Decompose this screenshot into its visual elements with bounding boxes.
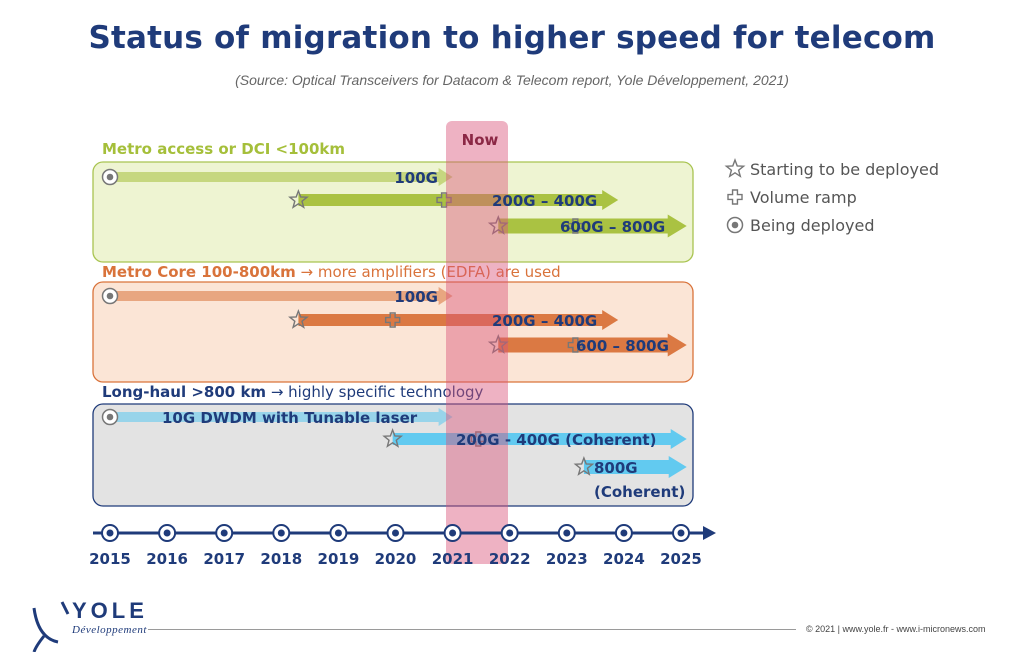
marker-volume-long-haul-1-1 [470, 431, 486, 447]
page-title: Status of migration to higher speed for … [88, 20, 936, 56]
marker-volume-metro-access-2-1 [567, 218, 584, 234]
section-title-long-haul: Long-haul >800 km → highly specific tech… [102, 383, 484, 401]
legend: Starting to be deployed Volume ramp Bein… [724, 157, 939, 235]
timeline-node-dot-2017 [220, 529, 228, 537]
timeline-node-dot-2019 [334, 529, 342, 537]
section-title-metro-access: Metro access or DCI <100km [102, 140, 345, 158]
arrow-long-haul-1 [392, 429, 687, 449]
footer-copyright: © 2021 | www.yole.fr - www.i-micronews.c… [806, 624, 986, 634]
legend-star-icon [724, 157, 746, 178]
marker-volume-metro-access-1-1 [436, 192, 452, 208]
year-label-2015: 2015 [89, 550, 131, 568]
row-label2-long-haul-2: (Coherent) [594, 483, 685, 501]
arrow-long-haul-2 [583, 456, 687, 478]
section-box-metro-access [92, 161, 694, 263]
timeline-node-dot-2020 [392, 529, 399, 537]
source-citation: (Source: Optical Transceivers for Dataco… [235, 72, 789, 88]
timeline-node-dot-2018 [277, 529, 285, 537]
yole-logo-mark [32, 601, 70, 652]
section-box-metro-core [92, 281, 694, 383]
marker-starting-metro-access-1-0 [288, 189, 309, 209]
logo-subtitle: Développement [72, 624, 147, 636]
year-label-2025: 2025 [660, 550, 702, 568]
row-label-metro-access-1: 200G – 400G [492, 192, 597, 210]
arrow-metro-access-1 [298, 190, 619, 210]
year-label-2024: 2024 [603, 550, 645, 568]
footer-divider [148, 629, 796, 630]
yole-logo[interactable]: YOLE Développement [28, 598, 148, 652]
row-label-long-haul-1: 200G - 400G (Coherent) [456, 431, 656, 449]
marker-volume-metro-core-2-1 [567, 337, 584, 353]
section-box-long-haul [92, 403, 694, 507]
row-label-metro-core-0: 100G [394, 288, 438, 306]
year-label-2021: 2021 [432, 550, 474, 568]
year-label-2016: 2016 [146, 550, 188, 568]
row-label-metro-core-1: 200G – 400G [492, 312, 597, 330]
timeline-node-dot-2015 [106, 529, 114, 537]
marker-starting-long-haul-2-0 [573, 456, 595, 476]
legend-label-being: Being deployed [750, 216, 875, 235]
row-label-metro-core-2: 600 – 800G [576, 337, 669, 355]
marker-being-long-haul-0-0-dot [106, 413, 114, 421]
arrow-long-haul-0 [110, 408, 453, 426]
timeline-arrowhead [703, 526, 716, 540]
logo-wordmark: YOLE [72, 598, 148, 623]
section-title-metro-core: Metro Core 100-800km → more amplifiers (… [102, 263, 561, 281]
timeline-node-dot-2025 [677, 529, 685, 537]
legend-label-starting: Starting to be deployed [750, 160, 939, 179]
arrow-metro-access-2 [498, 214, 687, 238]
marker-volume-metro-core-1-1 [384, 312, 401, 328]
year-label-2022: 2022 [489, 550, 531, 568]
year-label-2018: 2018 [260, 550, 302, 568]
year-label-2019: 2019 [318, 550, 360, 568]
marker-starting-metro-core-1-0 [288, 309, 309, 329]
arrow-metro-access-0 [110, 168, 453, 186]
timeline-node-dot-2016 [163, 529, 171, 537]
legend-label-volume: Volume ramp [750, 188, 857, 207]
arrow-metro-core-1 [298, 310, 619, 330]
now-band [446, 121, 508, 564]
marker-being-metro-core-0-0-dot [106, 292, 114, 300]
year-label-2017: 2017 [203, 550, 245, 568]
timeline-node-dot-2021 [449, 529, 457, 537]
marker-starting-metro-core-2-0 [487, 334, 509, 354]
year-label-2020: 2020 [375, 550, 417, 568]
arrow-metro-core-2 [498, 333, 687, 357]
timeline-node-dot-2024 [620, 529, 628, 537]
marker-being-metro-access-0-0-dot [106, 173, 114, 181]
year-label-2023: 2023 [546, 550, 588, 568]
arrow-metro-core-0 [110, 287, 453, 305]
row-label-long-haul-0: 10G DWDM with Tunable laser [162, 409, 418, 427]
row-label-metro-access-2: 600G – 800G [560, 218, 665, 236]
row-label-long-haul-2: 800G [594, 459, 638, 477]
legend-circle-icon-dot [731, 221, 739, 229]
marker-starting-long-haul-1-0 [382, 428, 404, 448]
timeline-node-dot-2022 [506, 529, 514, 537]
legend-cross-icon [727, 189, 743, 205]
row-label-metro-access-0: 100G [394, 169, 438, 187]
marker-starting-metro-access-2-0 [487, 215, 509, 235]
now-label: Now [462, 131, 499, 149]
timeline-node-dot-2023 [563, 529, 571, 537]
